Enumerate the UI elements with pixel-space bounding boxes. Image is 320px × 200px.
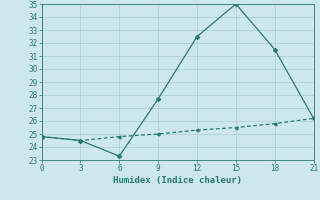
X-axis label: Humidex (Indice chaleur): Humidex (Indice chaleur) [113,176,242,185]
